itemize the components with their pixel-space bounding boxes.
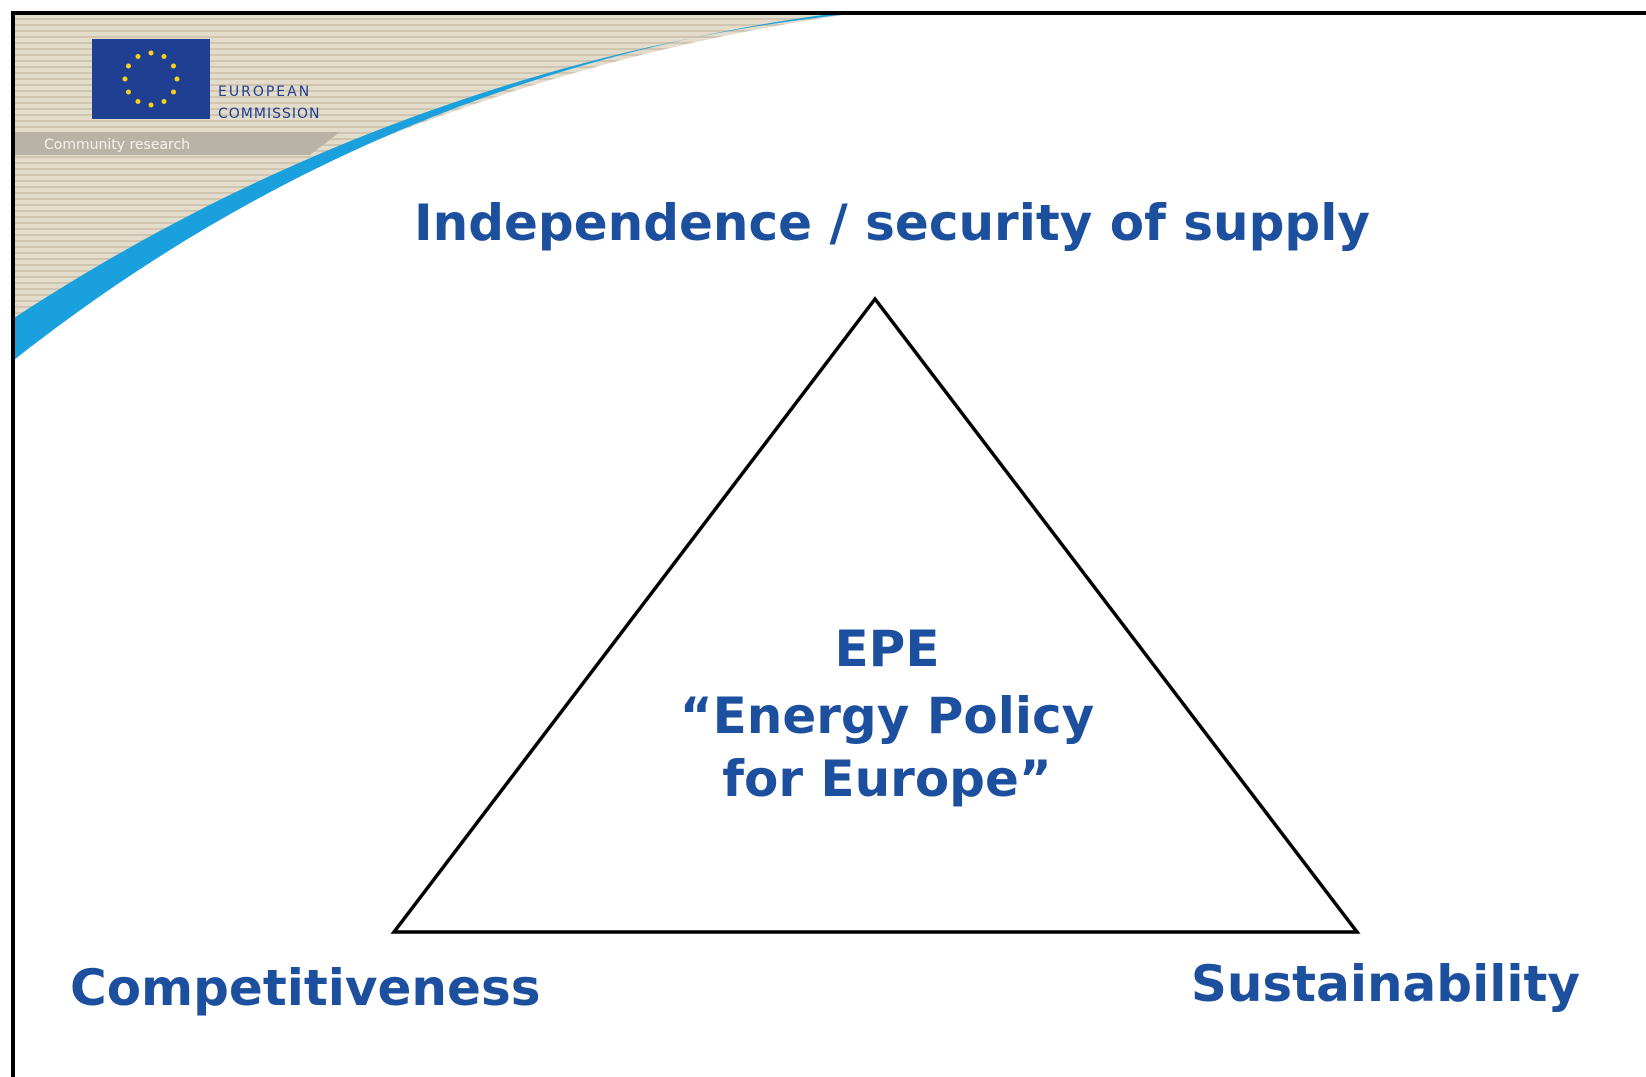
center-text: for Europe” [722, 750, 1052, 808]
striped-band [14, 14, 850, 330]
star [171, 63, 177, 69]
node-label: Competitiveness [70, 959, 540, 1017]
star [174, 76, 180, 82]
star [122, 76, 128, 82]
logo-text: EUROPEAN [218, 84, 311, 100]
star [135, 99, 141, 105]
star [171, 89, 177, 95]
star [125, 89, 131, 95]
star [148, 50, 154, 56]
center-text: EPE [835, 620, 940, 678]
star [161, 53, 167, 59]
star [161, 99, 167, 105]
star [125, 63, 131, 69]
star [148, 102, 154, 108]
tagline: Community research [44, 137, 190, 153]
header-decoration [14, 14, 850, 360]
triangle [390, 296, 1361, 934]
logo-text: COMMISSION [218, 106, 320, 122]
star [135, 53, 141, 59]
flag-stars [122, 50, 180, 108]
node-label: Independence / security of supply [414, 194, 1370, 252]
tagline-band [14, 132, 340, 155]
center-text: “Energy Policy [680, 687, 1094, 745]
frame-border [11, 11, 1646, 1077]
node-label: Sustainability [1191, 955, 1580, 1013]
eu-logo: EUROPEAN COMMISSION Community research [44, 39, 320, 153]
